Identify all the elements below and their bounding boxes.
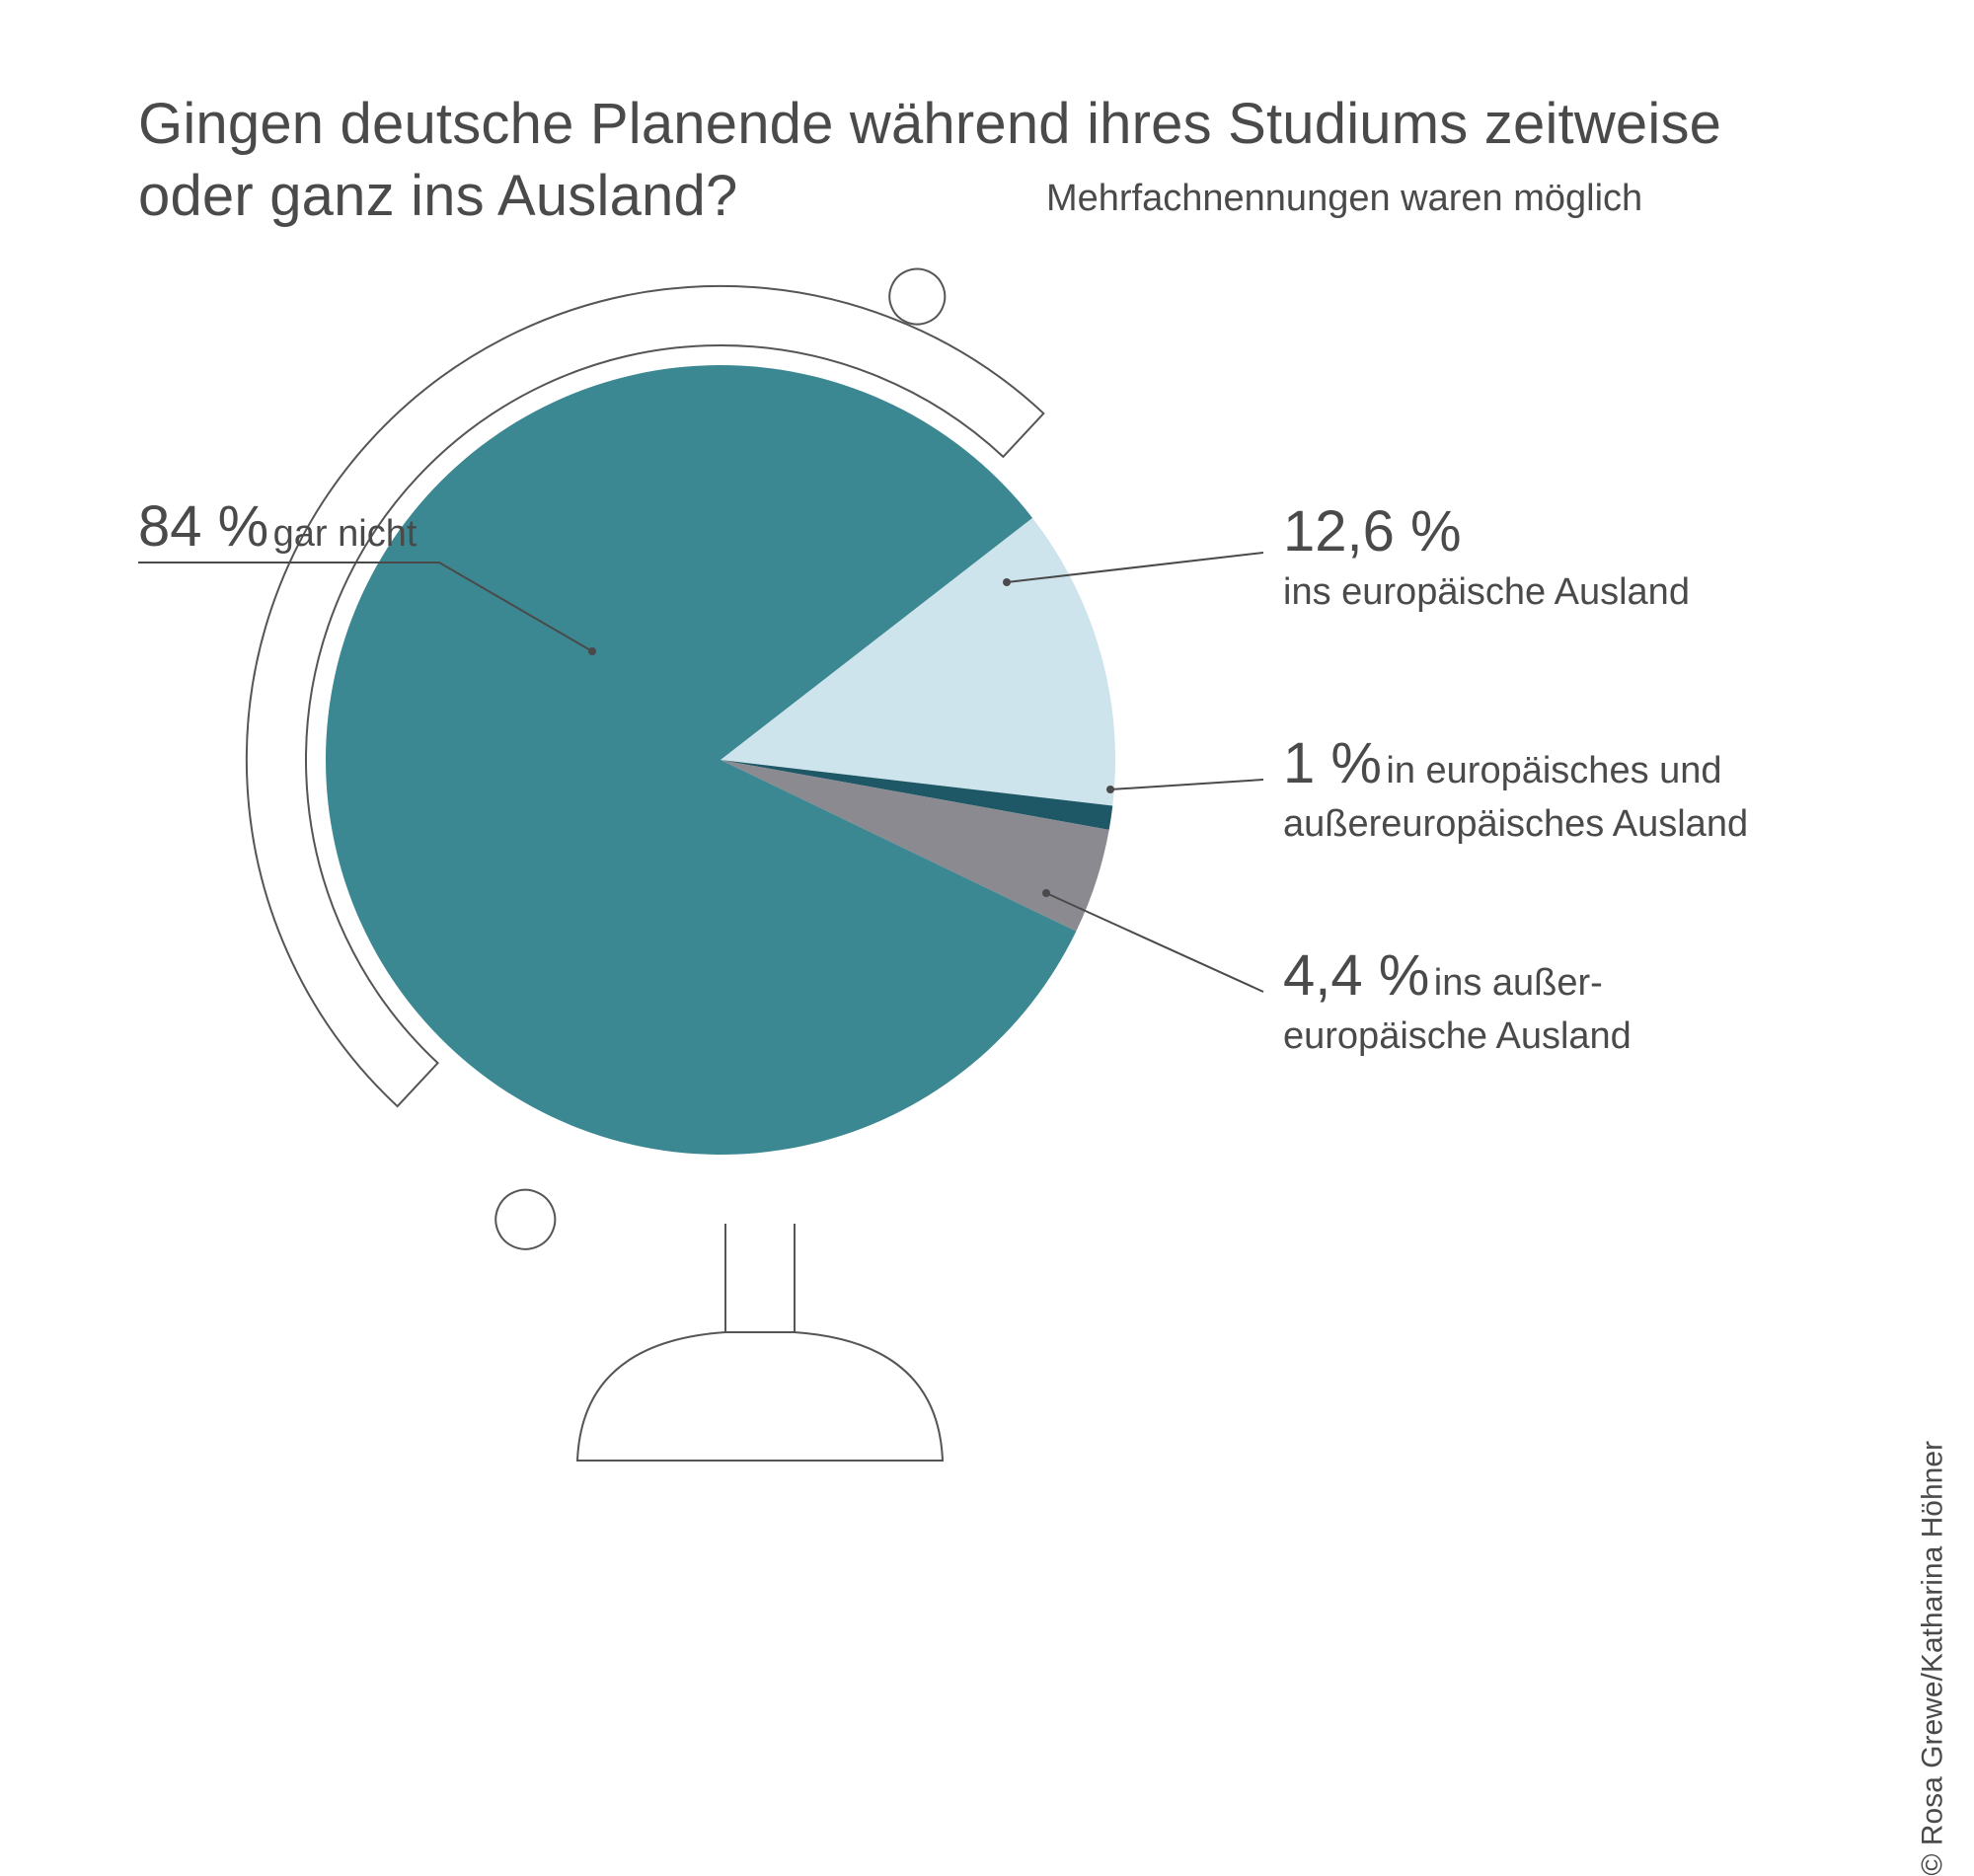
txt-both-2: außereuropäisches Ausland — [1283, 800, 1748, 849]
label-outside-eu: 4,4 % ins außer- europäische Ausland — [1283, 942, 1632, 1061]
globe-stem — [725, 1224, 795, 1332]
leader-outside-eu — [1046, 893, 1263, 992]
infographic-canvas: Gingen deutsche Planende während ihres S… — [0, 0, 1974, 1480]
txt-europe: ins europäische Ausland — [1283, 568, 1690, 617]
pct-outside-eu: 4,4 % — [1283, 943, 1429, 1008]
credit-text: © Rosa Grewe/Katharina Höhner — [1917, 1441, 1950, 1876]
chart-subtitle: Mehrfachnennungen waren möglich — [1046, 178, 1642, 220]
label-none: 84 % gar nicht — [138, 493, 417, 560]
leader-both — [1110, 780, 1263, 789]
title-line-1: Gingen deutsche Planende während ihres S… — [138, 92, 1721, 156]
title-line-2: oder ganz ins Ausland? — [138, 164, 737, 228]
globe-base — [577, 1332, 943, 1461]
pie-chart — [326, 365, 1115, 1155]
label-europe: 12,6 % ins europäische Ausland — [1283, 498, 1690, 617]
pct-europe: 12,6 % — [1283, 499, 1462, 563]
label-both: 1 % in europäisches und außereuropäische… — [1283, 730, 1748, 849]
txt-none: gar nicht — [273, 513, 418, 555]
txt-outside-eu-2: europäische Ausland — [1283, 1013, 1632, 1061]
pct-both: 1 % — [1283, 731, 1382, 795]
txt-outside-eu-1: ins außer- — [1434, 962, 1603, 1004]
txt-both-1: in europäisches und — [1386, 750, 1721, 791]
pct-none: 84 % — [138, 494, 268, 559]
globe-top-knob — [881, 261, 953, 333]
globe-bottom-knob — [487, 1180, 565, 1258]
